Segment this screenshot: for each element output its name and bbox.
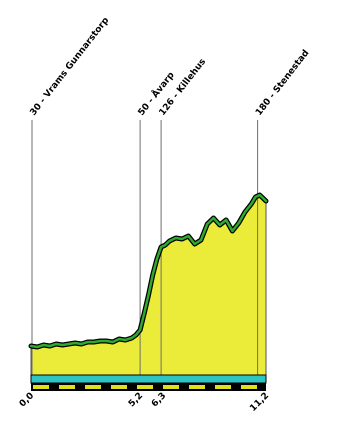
distance-tick-label: 11,2 [248,391,271,414]
waypoint-label: 180 - Stenestad [254,48,311,117]
elevation-profile-line [29,193,268,349]
distance-tick-label: 6,3 [150,391,168,409]
waypoint-label: 30 - Vrams Gunnarstorp [28,15,111,118]
distance-tick-label: 0,0 [18,391,36,409]
road-band-stripe [30,374,267,384]
distance-tick-label: 5,2 [127,391,145,409]
road-band [30,374,267,391]
distance-tick-labels: 0,0 5,2 6,3 11,2 [18,391,271,414]
